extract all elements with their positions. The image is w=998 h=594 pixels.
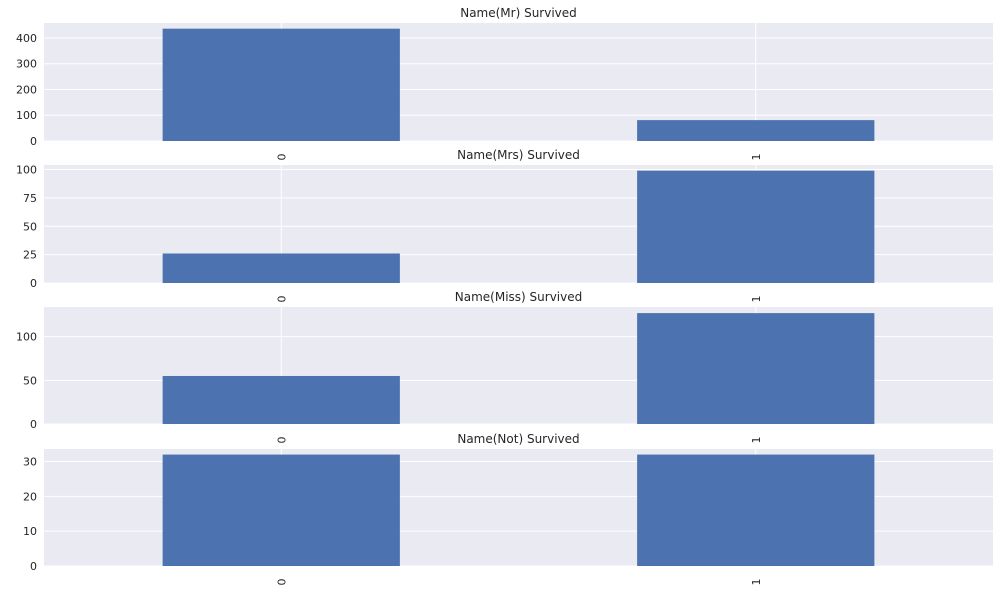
x-tick-label: 0 (275, 296, 288, 303)
x-tick-label: 1 (750, 154, 763, 161)
bar-1 (637, 170, 875, 283)
subplot-title: Name(Mr) Survived (460, 6, 577, 20)
x-tick-label: 0 (275, 437, 288, 444)
x-tick-label: 1 (750, 296, 763, 303)
x-tick-label: 1 (750, 579, 763, 586)
y-tick-label: 0 (30, 560, 37, 573)
x-tick-label: 1 (750, 437, 763, 444)
y-tick-label: 400 (16, 32, 37, 45)
y-tick-label: 25 (23, 249, 37, 262)
y-tick-label: 0 (30, 135, 37, 148)
bar-0 (162, 454, 400, 566)
y-tick-label: 75 (23, 192, 37, 205)
bar-0 (162, 28, 400, 141)
y-tick-label: 30 (23, 456, 37, 469)
x-tick-label: 0 (275, 154, 288, 161)
y-tick-label: 10 (23, 525, 37, 538)
y-tick-label: 50 (23, 374, 37, 387)
y-tick-label: 50 (23, 220, 37, 233)
bar-1 (637, 454, 875, 566)
y-tick-label: 20 (23, 490, 37, 503)
y-tick-label: 0 (30, 277, 37, 290)
bar-1 (637, 120, 875, 141)
y-tick-label: 100 (16, 109, 37, 122)
y-tick-label: 300 (16, 58, 37, 71)
bar-0 (162, 375, 400, 424)
y-tick-label: 200 (16, 83, 37, 96)
subplot-1: 0 25 50 75 100 0 1 Name(Mrs) Survived (16, 148, 993, 303)
subplot-title: Name(Mrs) Survived (457, 148, 580, 162)
bar-0 (162, 253, 400, 283)
subplot-0: 0 100 200 300 400 0 1 Name(Mr) Survived (16, 6, 993, 161)
subplot-title: Name(Miss) Survived (455, 290, 582, 304)
y-tick-label: 100 (16, 331, 37, 344)
y-tick-label: 0 (30, 418, 37, 431)
x-tick-label: 0 (275, 579, 288, 586)
subplot-title: Name(Not) Survived (457, 432, 579, 446)
y-tick-label: 100 (16, 164, 37, 177)
subplot-2: 0 50 100 0 1 Name(Miss) Survived (16, 290, 993, 444)
bar-1 (637, 313, 875, 424)
